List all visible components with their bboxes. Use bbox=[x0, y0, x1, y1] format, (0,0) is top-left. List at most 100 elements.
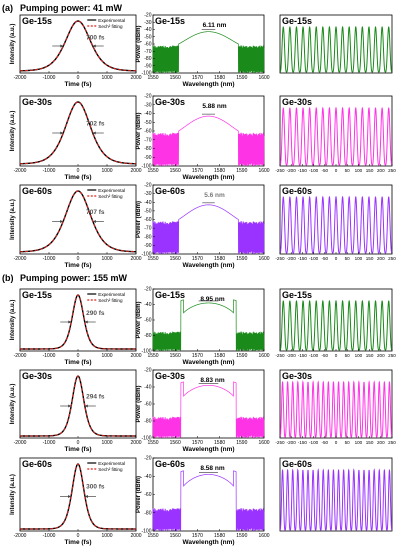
y-axis-label: Intensity (a.u.) bbox=[10, 199, 16, 240]
x-tick-label: -200 bbox=[287, 440, 297, 445]
y-tick-label: -20 bbox=[144, 13, 151, 19]
x-tick-label: 0 bbox=[77, 256, 80, 262]
x-tick-label: -2000 bbox=[14, 168, 27, 174]
spectrum-panel: 8.95 nm Ge-15s 1550 1560 1570 1580 1590 1600 -10… bbox=[136, 287, 270, 367]
pulsetrain-panel: Ge-30s -250 -200 -150 -100 -50 0 50 100 150 200 250 bbox=[275, 369, 396, 445]
x-tick-label: 50 bbox=[345, 440, 351, 445]
x-tick-label: 0 bbox=[335, 256, 338, 261]
y-tick-label: -80 bbox=[144, 56, 151, 62]
y-tick-label: -60 bbox=[144, 129, 151, 135]
x-tick-label: 250 bbox=[388, 168, 396, 173]
bandwidth-annotation: 5.6 nm bbox=[204, 192, 225, 199]
experimental-trace bbox=[20, 463, 136, 530]
x-tick-label: 1560 bbox=[170, 533, 181, 539]
x-tick-label: 1550 bbox=[147, 533, 158, 539]
x-tick-label: -150 bbox=[298, 168, 308, 173]
y-tick-label: -60 bbox=[144, 492, 151, 498]
legend-label-experimental: Experimental bbox=[98, 461, 125, 466]
x-tick-label: 1560 bbox=[170, 353, 181, 359]
spectrum-trace bbox=[152, 381, 265, 438]
x-tick-label: -250 bbox=[275, 353, 285, 358]
y-tick-label: -90 bbox=[144, 63, 151, 69]
x-tick-label: 250 bbox=[388, 256, 396, 261]
y-axis-label: Power (dBm) bbox=[136, 385, 142, 422]
series-tag: Ge-15s bbox=[282, 16, 312, 26]
x-tick-label: 0 bbox=[335, 353, 338, 358]
pulse-trace bbox=[279, 468, 393, 531]
legend-label-fit: Sech² fitting bbox=[98, 298, 123, 303]
x-tick-label: 50 bbox=[345, 168, 351, 173]
x-tick-label: 200 bbox=[377, 440, 385, 445]
pulse-trace bbox=[279, 380, 393, 438]
spectrum-trace bbox=[152, 204, 265, 254]
bandwidth-annotation: 8.83 nm bbox=[200, 377, 224, 384]
series-tag: Ge-30s bbox=[155, 371, 185, 381]
x-tick-label: 1600 bbox=[258, 440, 269, 446]
fwhm-arrowhead-right bbox=[84, 320, 88, 324]
section-a-label: (a) bbox=[2, 3, 13, 13]
fwhm-arrowhead-left bbox=[60, 44, 64, 48]
section-a-title: Pumping power: 41 mW bbox=[20, 3, 123, 13]
x-tick-label: 2000 bbox=[130, 75, 141, 81]
y-tick-label: -20 bbox=[144, 183, 151, 189]
x-tick-label: 2000 bbox=[130, 353, 141, 359]
x-tick-label: 2000 bbox=[130, 256, 141, 262]
y-tick-label: -40 bbox=[144, 111, 151, 117]
x-tick-label: -100 bbox=[309, 353, 319, 358]
y-axis-label: Intensity (a.u.) bbox=[10, 300, 16, 341]
x-tick-label: -250 bbox=[275, 256, 285, 261]
fwhm-annotation: 702 fs bbox=[86, 120, 105, 127]
y-tick-label: -50 bbox=[144, 34, 151, 40]
x-tick-label: -2000 bbox=[14, 533, 27, 539]
bandwidth-annotation: 5.88 nm bbox=[202, 103, 226, 110]
fwhm-arrowhead-left bbox=[60, 220, 64, 223]
spectrum-panel: 6.11 nm Ge-15s 1550 1560 1570 1580 1590 1600 -10… bbox=[136, 13, 270, 89]
fwhm-annotation: 290 fs bbox=[86, 310, 105, 317]
x-tick-label: -1000 bbox=[43, 256, 56, 262]
x-tick-label: -1000 bbox=[43, 168, 56, 174]
x-tick-label: -1000 bbox=[43, 440, 56, 446]
x-tick-label: 1570 bbox=[192, 168, 203, 174]
series-tag: Ge-60s bbox=[282, 459, 312, 469]
fwhm-arrowhead-right bbox=[92, 131, 96, 135]
sech2-fit-trace bbox=[19, 190, 137, 253]
legend-label-fit: Sech² fitting bbox=[98, 24, 123, 29]
series-tag: Ge-30s bbox=[282, 97, 312, 107]
experimental-trace bbox=[19, 101, 137, 165]
legend-label-fit: Sech² fitting bbox=[98, 194, 123, 199]
fwhm-arrowhead-left bbox=[68, 495, 72, 498]
x-tick-label: 150 bbox=[366, 168, 374, 173]
x-tick-label: 1560 bbox=[170, 168, 181, 174]
x-tick-label: 1580 bbox=[214, 168, 225, 174]
autocorr-panel: 294 fs Ge-30s -2000 -1000 0 1000 2000 Time (fs)… bbox=[10, 369, 142, 453]
series-tag: Ge-60s bbox=[155, 459, 185, 469]
series-tag: Ge-15s bbox=[155, 290, 185, 300]
x-tick-label: 2000 bbox=[130, 440, 141, 446]
x-axis-label: Time (fs) bbox=[65, 81, 92, 88]
y-tick-label: -100 bbox=[141, 164, 151, 170]
pulse-trace bbox=[279, 25, 393, 73]
series-tag: Ge-15s bbox=[22, 16, 52, 26]
x-tick-label: 1560 bbox=[170, 75, 181, 81]
sech2-fit-trace bbox=[19, 101, 137, 165]
bandwidth-annotation: 6.11 nm bbox=[203, 22, 227, 29]
x-tick-label: -100 bbox=[309, 440, 319, 445]
x-tick-label: 0 bbox=[77, 533, 80, 539]
spectrum-panel: 5.6 nm Ge-60s 1550 1560 1570 1580 1590 1600 -100… bbox=[136, 183, 270, 270]
experimental-trace bbox=[20, 375, 136, 437]
x-axis-label: Wavelength (nm) bbox=[182, 81, 234, 88]
x-tick-label: -50 bbox=[321, 353, 328, 358]
y-tick-label: -100 bbox=[141, 252, 151, 258]
x-tick-label: 1000 bbox=[101, 353, 112, 359]
x-tick-label: 100 bbox=[355, 353, 363, 358]
x-tick-label: -1000 bbox=[43, 75, 56, 81]
y-axis-label: Power (dBm) bbox=[136, 112, 142, 149]
y-tick-label: -30 bbox=[144, 191, 151, 197]
y-tick-label: -40 bbox=[144, 200, 151, 206]
series-tag: Ge-60s bbox=[22, 186, 52, 196]
y-axis-label: Power (dBm) bbox=[136, 25, 142, 62]
series-tag: Ge-60s bbox=[155, 186, 185, 196]
x-tick-label: 1580 bbox=[214, 440, 225, 446]
